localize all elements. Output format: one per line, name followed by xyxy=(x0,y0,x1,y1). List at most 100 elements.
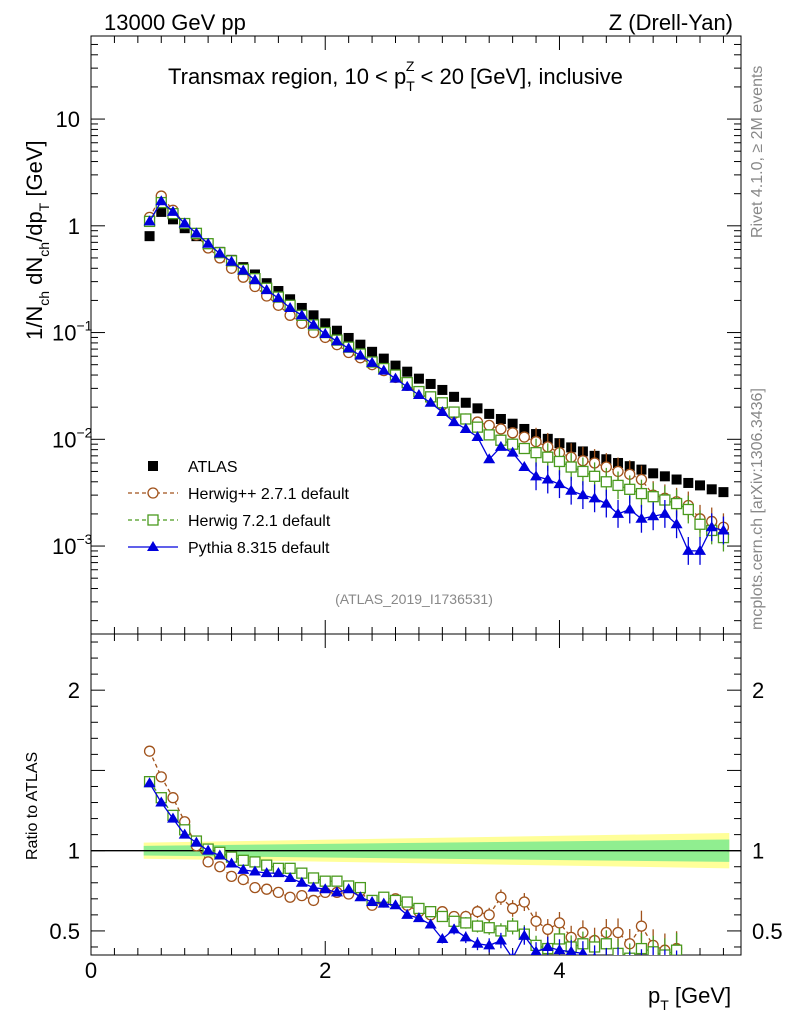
ratio-point xyxy=(401,896,413,908)
data-point xyxy=(330,335,343,346)
data-point xyxy=(695,480,706,491)
data-point xyxy=(588,470,601,482)
data-point xyxy=(648,468,659,479)
ratio-point xyxy=(319,883,332,894)
ratio-point xyxy=(366,896,379,907)
ratio-point xyxy=(225,870,238,883)
ratio-point xyxy=(553,944,566,955)
data-point xyxy=(308,310,319,321)
ratio-point xyxy=(354,881,367,894)
data-point xyxy=(307,318,320,329)
ratio-point xyxy=(483,939,496,950)
ratio-point xyxy=(506,902,519,915)
data-point xyxy=(412,389,425,400)
ratio-point xyxy=(330,886,343,897)
data-point xyxy=(506,446,519,457)
data-point xyxy=(190,227,203,238)
legend-marker xyxy=(147,541,159,551)
main-y-axis-label: 1/Nch dNch/dpT [GeV] xyxy=(22,140,52,340)
ratio-point xyxy=(389,899,402,910)
main-title: Transmax region, 10 < pTZ < 20 [GeV], in… xyxy=(168,58,623,94)
ratio-point xyxy=(260,867,273,878)
data-point xyxy=(437,384,448,395)
data-point xyxy=(530,446,542,459)
ratio-point xyxy=(471,906,484,918)
data-point xyxy=(519,423,530,434)
ratio-point xyxy=(155,771,167,783)
data-point xyxy=(272,292,285,303)
data-point xyxy=(612,507,625,518)
ratio-point xyxy=(436,910,449,923)
data-point xyxy=(472,403,483,414)
data-point xyxy=(659,471,670,482)
ratio-point xyxy=(471,920,484,932)
data-point xyxy=(635,487,648,500)
header-right: Z (Drell-Yan) xyxy=(609,10,733,35)
ratio-point xyxy=(671,962,683,972)
ratio-point xyxy=(578,947,588,955)
ratio-y-tick-label-left: 0.5 xyxy=(49,919,80,944)
ratio-point xyxy=(261,883,273,895)
ratio-point xyxy=(143,745,156,757)
data-point xyxy=(623,503,636,514)
data-point xyxy=(354,349,367,360)
data-point xyxy=(355,339,366,350)
ratio-point xyxy=(483,909,495,921)
data-point xyxy=(565,461,577,473)
data-point xyxy=(331,325,342,336)
data-point xyxy=(390,360,401,371)
ratio-point xyxy=(518,896,530,908)
ratio-series-herwig-7-2-1-default xyxy=(143,776,683,955)
ratio-point xyxy=(647,957,659,967)
ratio-point xyxy=(635,959,647,969)
ratio-point xyxy=(295,876,308,887)
ratio-point xyxy=(225,857,238,868)
ratio-point xyxy=(342,883,355,894)
ratio-frame xyxy=(90,633,742,956)
ratio-point xyxy=(541,940,554,951)
ratio-plot-panel: 0.5 0.5 1 1 2 2 0 2 4 xyxy=(49,633,783,983)
ratio-series-line xyxy=(149,781,677,955)
analysis-watermark: (ATLAS_2019_I1736531) xyxy=(335,591,493,607)
data-point xyxy=(647,491,659,503)
data-point xyxy=(624,483,636,495)
series-atlas xyxy=(144,206,729,498)
ratio-point xyxy=(659,960,671,970)
ratio-point xyxy=(296,867,308,879)
data-point xyxy=(647,510,660,521)
ratio-point xyxy=(190,836,203,847)
data-point xyxy=(166,205,179,216)
ratio-series-pythia-8-315-default xyxy=(143,777,683,972)
ratio-point xyxy=(167,792,179,804)
ratio-point xyxy=(307,894,320,907)
x-tick-label: 0 xyxy=(85,958,97,983)
ratio-point xyxy=(592,952,597,955)
data-point xyxy=(248,274,261,285)
data-point xyxy=(553,478,566,489)
data-point xyxy=(483,429,495,441)
ratio-point xyxy=(213,849,226,860)
ratio-point xyxy=(401,908,414,919)
ratio-point xyxy=(670,944,683,955)
header-left: 13000 GeV pp xyxy=(104,10,246,35)
data-point xyxy=(424,396,437,407)
legend-label: Herwig++ 2.7.1 default xyxy=(188,486,350,503)
data-point xyxy=(285,294,296,305)
data-point xyxy=(296,302,307,313)
ratio-point xyxy=(237,854,249,866)
ratio-y-tick-label-left: 1 xyxy=(68,839,80,864)
data-point xyxy=(273,286,284,297)
data-point xyxy=(706,484,717,495)
data-point xyxy=(320,318,331,329)
ratio-point xyxy=(331,875,343,887)
ratio-point xyxy=(424,906,437,918)
ratio-point xyxy=(635,920,648,932)
ratio-point xyxy=(202,856,214,868)
ratio-point xyxy=(624,960,636,970)
legend: ATLAS Herwig++ 2.7.1 default Herwig 7.2.1 … xyxy=(128,459,350,557)
data-point xyxy=(506,427,519,439)
data-point xyxy=(143,215,156,226)
ratio-point xyxy=(495,891,507,903)
data-point xyxy=(343,332,354,343)
